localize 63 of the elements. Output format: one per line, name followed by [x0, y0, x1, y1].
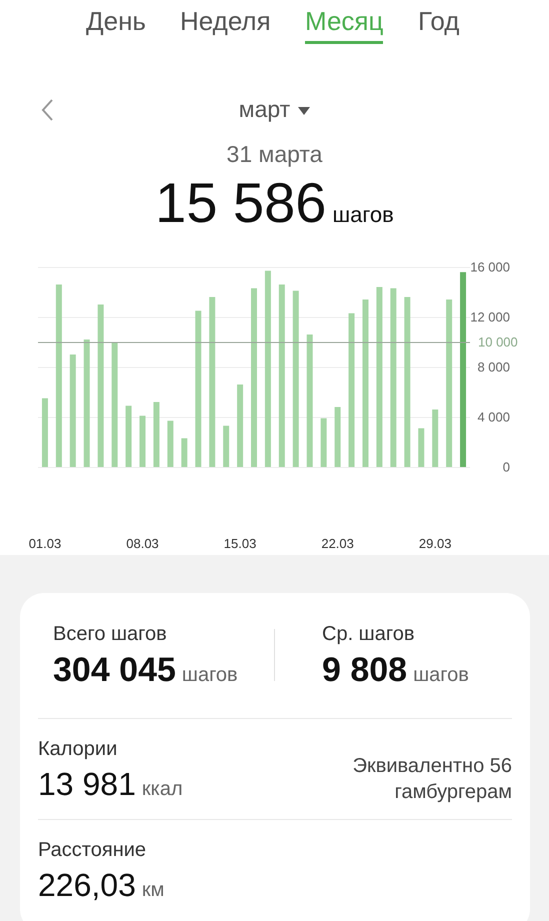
text: Эквивалентно 56 гамбургерам — [352, 754, 512, 805]
chart-subtitle: март — [238, 96, 290, 122]
bar — [404, 297, 410, 467]
y-tick-label: 0 — [502, 460, 510, 474]
chart-title: 31 марта — [226, 141, 324, 168]
y-tick-label: 4 000 — [477, 410, 510, 424]
x-tick-label: 22.03 — [321, 536, 354, 551]
bar — [70, 354, 76, 467]
bar — [98, 304, 104, 467]
text: Расстояние — [38, 839, 146, 862]
text: 304 045 — [53, 651, 176, 689]
bar — [223, 426, 230, 467]
bar — [237, 384, 244, 467]
x-tick-label: 15.03 — [224, 536, 256, 551]
bar — [56, 284, 62, 467]
bar — [348, 313, 355, 467]
bar — [42, 398, 48, 467]
bar — [278, 284, 285, 467]
bar — [460, 272, 466, 467]
text: км — [142, 879, 164, 901]
text: шагов — [413, 664, 469, 686]
x-tick-label: 01.03 — [28, 536, 62, 551]
y-tick-label: 8 000 — [477, 360, 510, 374]
bar — [195, 310, 202, 467]
bar — [334, 407, 341, 467]
ref-line-label: 10 000 — [478, 334, 518, 350]
y-tick-label: 12 000 — [470, 310, 510, 324]
bar — [362, 300, 368, 467]
y-tick-label: 16 000 — [470, 260, 510, 274]
bar — [390, 288, 396, 467]
text: 9 808 — [322, 651, 408, 689]
bar — [320, 418, 327, 467]
text: Всего шагов — [53, 623, 167, 646]
text: Ср. шагов — [322, 623, 414, 646]
bar — [153, 402, 160, 467]
text: 13 981 — [38, 766, 136, 802]
text: 226,03 — [38, 867, 136, 903]
bar — [112, 342, 118, 467]
text: шагов — [182, 664, 238, 686]
bar — [181, 438, 188, 467]
x-tick-label: 29.03 — [418, 536, 452, 551]
bar — [84, 340, 90, 467]
bar — [376, 287, 382, 467]
bar — [418, 428, 424, 467]
text: Неделя — [180, 6, 271, 37]
bar — [251, 288, 257, 467]
text: День — [86, 6, 146, 37]
bar — [209, 297, 216, 467]
bar — [292, 290, 299, 467]
text: 15 586 — [155, 171, 326, 234]
bar — [126, 406, 132, 467]
text: шагов — [332, 202, 394, 227]
bar — [306, 334, 313, 467]
bar — [446, 300, 452, 467]
bar — [167, 420, 174, 467]
bar — [264, 270, 271, 467]
text: Месяц — [305, 6, 384, 38]
bar — [432, 410, 438, 467]
text: Калории — [38, 738, 118, 761]
text: ккал — [142, 778, 183, 800]
text: Год — [418, 6, 460, 37]
x-tick-label: 08.03 — [126, 536, 159, 551]
bar — [140, 416, 146, 467]
